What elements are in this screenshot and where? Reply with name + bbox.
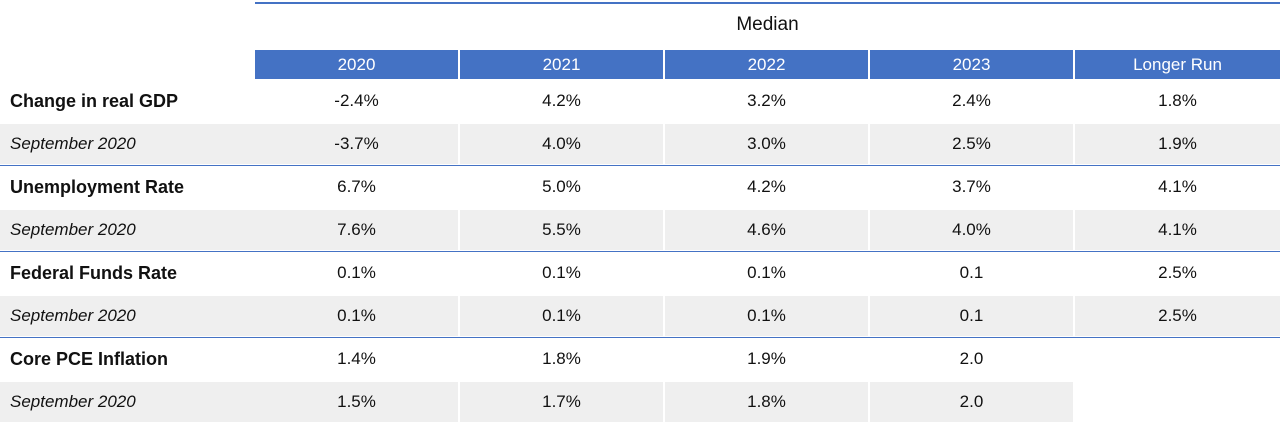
cell-2020: 7.6% [337, 220, 376, 239]
group-separator [0, 251, 1280, 252]
cell-2021: 4.2% [542, 91, 581, 110]
column-gap [1073, 382, 1075, 422]
column-gap [663, 124, 665, 164]
cell-longer-run: 2.5% [1158, 306, 1197, 325]
cell-2023: 0.1 [959, 306, 984, 325]
column-gap [868, 382, 870, 422]
cell-2020: 0.1% [337, 263, 376, 282]
cell-longer-run: 1.9% [1158, 134, 1197, 153]
group-separator [0, 165, 1280, 166]
column-gap [868, 296, 870, 336]
row-label: Federal Funds Rate [10, 262, 178, 283]
cell-2022: 0.1% [747, 306, 786, 325]
column-gap [868, 210, 870, 250]
column-gap [458, 124, 460, 164]
cell-2021: 4.0% [542, 134, 581, 153]
row-label-previous: September 2020 [10, 392, 136, 411]
cell-2023: 4.0% [952, 220, 991, 239]
cell-2020: 6.7% [337, 177, 376, 196]
column-gap [663, 210, 665, 250]
cell-longer-run: 4.1% [1158, 177, 1197, 196]
cell-2020: -2.4% [334, 91, 379, 110]
cell-2021: 1.8% [542, 349, 581, 368]
cell-2022: 1.8% [747, 392, 786, 411]
cell-2023: 2.4% [952, 91, 991, 110]
cell-2022: 4.6% [747, 220, 786, 239]
cell-2022: 1.9% [747, 349, 786, 368]
cell-longer-run: 2.5% [1158, 263, 1197, 282]
cell-2023: 3.7% [952, 177, 991, 196]
row-shading [0, 124, 1280, 164]
column-gap [663, 382, 665, 422]
column-gap [458, 382, 460, 422]
cell-2021: 1.7% [542, 392, 581, 411]
top-rule [255, 2, 1280, 4]
column-gap [663, 296, 665, 336]
group-separator [0, 337, 1280, 338]
cell-2022: 4.2% [747, 177, 786, 196]
row-shading [0, 382, 1280, 422]
cell-2022: 3.0% [747, 134, 786, 153]
column-header-2020: 2020 [255, 50, 458, 79]
cell-2020: 1.4% [337, 349, 376, 368]
row-label-previous: September 2020 [10, 134, 136, 153]
cell-longer-run [1075, 339, 1280, 379]
column-gap [1073, 296, 1075, 336]
cell-2020: 0.1% [337, 306, 376, 325]
cell-2022: 0.1% [747, 263, 786, 282]
cell-2023: 0.1 [959, 263, 984, 282]
column-header-2023: 2023 [870, 50, 1073, 79]
cell-2021: 5.5% [542, 220, 581, 239]
row-label: Core PCE Inflation [10, 348, 169, 369]
cell-2023: 2.5% [952, 134, 991, 153]
cell-longer-run: 1.8% [1158, 91, 1197, 110]
row-label-previous: September 2020 [10, 220, 136, 239]
row-label: Unemployment Rate [10, 176, 185, 197]
column-gap [1073, 124, 1075, 164]
row-label: Change in real GDP [10, 90, 179, 111]
row-shading [0, 296, 1280, 336]
cell-2020: -3.7% [334, 134, 379, 153]
cell-2020: 1.5% [337, 392, 376, 411]
column-header-2022: 2022 [665, 50, 868, 79]
cell-2023: 2.0 [959, 349, 984, 368]
table-title: Median [736, 14, 799, 35]
cell-2023: 2.0 [959, 392, 984, 411]
column-gap [458, 210, 460, 250]
cell-2021: 0.1% [542, 306, 581, 325]
cell-2022: 3.2% [747, 91, 786, 110]
column-header-longer-run: Longer Run [1075, 50, 1280, 79]
column-gap [458, 296, 460, 336]
cell-longer-run [1075, 382, 1280, 423]
cell-longer-run: 4.1% [1158, 220, 1197, 239]
cell-2021: 5.0% [542, 177, 581, 196]
column-header-2021: 2021 [460, 50, 663, 79]
column-gap [868, 124, 870, 164]
column-gap [1073, 210, 1075, 250]
row-label-previous: September 2020 [10, 306, 136, 325]
row-shading [0, 210, 1280, 250]
cell-2021: 0.1% [542, 263, 581, 282]
